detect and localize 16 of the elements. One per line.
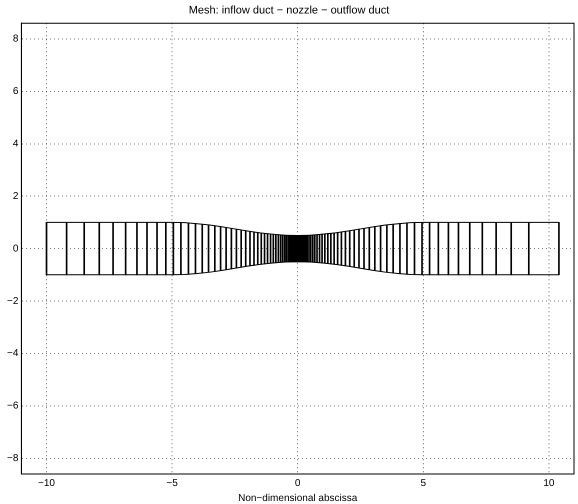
x-tick-label: 0 <box>294 478 301 489</box>
y-tick-label: −2 <box>6 296 19 307</box>
y-tick-label: −8 <box>6 453 19 464</box>
x-tick-label: −5 <box>166 478 178 489</box>
x-axis-title: Non−dimensional abscissa <box>238 492 358 504</box>
chart-title: Mesh: inflow duct − nozzle − outflow duct <box>188 4 390 17</box>
y-tick-label: 0 <box>12 243 19 254</box>
y-tick-label: 4 <box>12 138 19 150</box>
x-tick-label: 10 <box>543 478 555 489</box>
x-tick-label: −10 <box>38 478 56 489</box>
y-tick-label: 2 <box>12 190 19 202</box>
x-tick-label: 5 <box>420 478 427 489</box>
y-tick-label: −6 <box>6 400 19 412</box>
y-tick-label: −4 <box>6 348 19 360</box>
y-tick-label: 8 <box>12 34 19 45</box>
y-tick-label: 6 <box>12 86 19 98</box>
